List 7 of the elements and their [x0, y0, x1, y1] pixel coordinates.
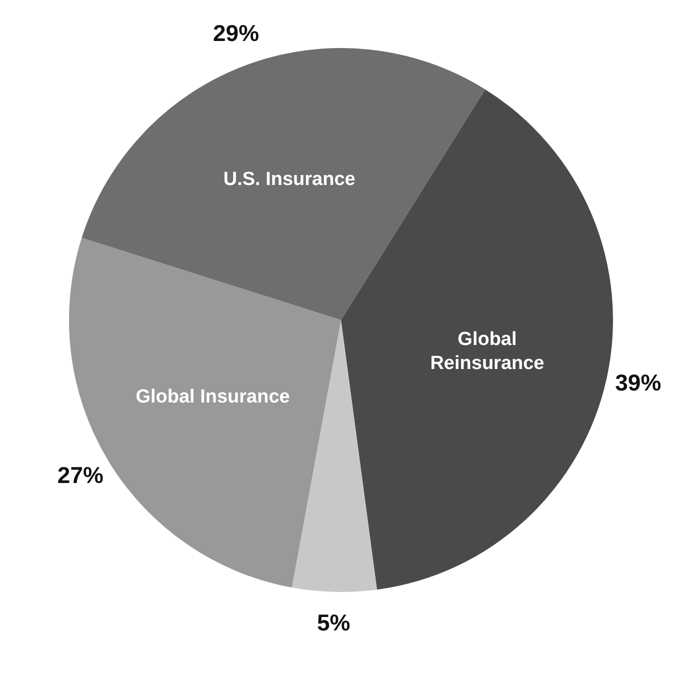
slice-label: Global Reinsurance	[430, 328, 544, 374]
data-label: 29%	[213, 20, 260, 46]
slice-label: U.S. Insurance	[223, 168, 356, 190]
slice-label: Global Insurance	[136, 386, 290, 408]
data-label: 27%	[57, 462, 104, 488]
data-label: 39%	[615, 370, 662, 396]
data-label: 5%	[316, 609, 350, 636]
